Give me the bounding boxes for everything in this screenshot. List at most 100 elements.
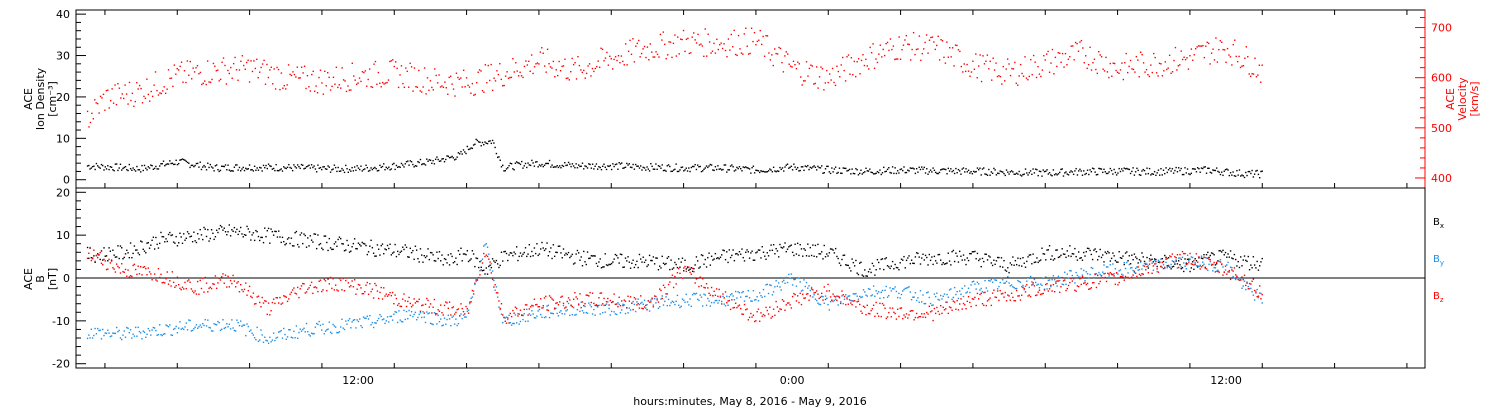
velocity-point-118: [257, 76, 259, 79]
by-point-346: [524, 320, 527, 323]
bz-point-901: [1227, 271, 1229, 273]
velocity-point-114: [251, 70, 254, 73]
by-point-160: [289, 329, 291, 331]
by-point-110: [226, 323, 228, 325]
by-point-728: [1008, 282, 1010, 284]
bx-point-815: [1118, 250, 1120, 253]
bz-point-239: [389, 291, 391, 294]
velocity-point-539: [866, 65, 868, 67]
bz-point-187: [323, 278, 325, 281]
velocity-point-235: [426, 77, 429, 79]
by-point-893: [1217, 269, 1219, 272]
bz-point-788: [1084, 281, 1086, 284]
bx-point-798: [1096, 259, 1099, 261]
bx-point-674: [940, 259, 942, 261]
bz-point-860: [1175, 257, 1177, 259]
by-point-593: [837, 304, 839, 306]
by-point-903: [1229, 266, 1232, 268]
velocity-point-194: [367, 78, 369, 81]
bx-point-174: [307, 237, 309, 239]
by-point-492: [709, 305, 712, 307]
density-point-558: [793, 163, 795, 165]
velocity-point-262: [465, 77, 468, 79]
by-point-690: [960, 293, 962, 295]
bz-point-567: [804, 297, 806, 299]
by-point-372: [557, 315, 560, 317]
density-point-519: [743, 166, 746, 169]
velocity-point-747: [1167, 67, 1169, 69]
bx-point-261: [417, 257, 419, 260]
bx-point-387: [576, 249, 579, 252]
by-point-424: [623, 304, 625, 306]
velocity-point-440: [723, 43, 725, 45]
bx-point-783: [1077, 251, 1080, 253]
density-point-712: [988, 168, 990, 171]
bz-point-266: [423, 312, 425, 314]
bz-point-928: [1261, 293, 1263, 296]
velocity-point-336: [572, 63, 575, 66]
bz-point-355: [536, 303, 538, 306]
bz-point-289: [452, 306, 455, 308]
by-point-850: [1162, 264, 1165, 266]
density-point-852: [1165, 167, 1167, 169]
bz-point-566: [803, 297, 805, 299]
velocity-point-704: [1105, 56, 1107, 59]
velocity-point-425: [701, 45, 704, 47]
density-point-390: [580, 165, 582, 167]
bz-point-127: [247, 289, 250, 292]
bz-point-765: [1055, 282, 1057, 285]
by-point-174: [307, 330, 309, 333]
density-point-387: [576, 167, 579, 169]
density-point-433: [634, 163, 637, 166]
by-point-29: [123, 330, 125, 332]
bx-point-807: [1108, 252, 1110, 254]
by-point-402: [595, 305, 598, 307]
bz-point-723: [1002, 292, 1004, 295]
density-tick-label-2: 20: [56, 91, 70, 104]
bx-point-172: [304, 234, 306, 237]
velocity-point-785: [1222, 48, 1224, 51]
bz-point-268: [426, 297, 428, 300]
by-point-551: [784, 282, 786, 284]
bz-point-142: [266, 313, 268, 316]
by-point-777: [1070, 270, 1072, 272]
bx-point-712: [988, 255, 990, 257]
density-point-578: [818, 166, 820, 169]
by-point-787: [1083, 269, 1085, 272]
bz-point-627: [880, 315, 882, 318]
by-point-499: [718, 299, 720, 302]
by-point-151: [277, 331, 280, 333]
bz-point-189: [326, 289, 328, 292]
velocity-point-59: [172, 85, 174, 88]
bx-point-150: [276, 236, 279, 238]
by-point-773: [1065, 283, 1067, 286]
bz-point-578: [818, 297, 820, 300]
bz-point-352: [532, 305, 534, 307]
bx-point-723: [1002, 266, 1004, 268]
velocity-point-542: [870, 52, 873, 54]
density-point-76: [183, 158, 185, 161]
bz-point-474: [686, 266, 689, 268]
bz-point-409: [604, 304, 606, 306]
density-point-470: [681, 166, 684, 168]
bx-point-545: [776, 250, 779, 252]
bx-point-534: [762, 251, 765, 254]
bz-point-193: [331, 287, 333, 290]
velocity-point-91: [218, 80, 220, 82]
bx-point-617: [867, 271, 870, 273]
bz-point-4: [91, 257, 94, 260]
bz-point-99: [212, 283, 214, 285]
by-point-621: [872, 285, 875, 287]
bx-point-737: [1019, 257, 1022, 260]
bz-point-104: [218, 277, 220, 280]
bx-point-341: [518, 255, 520, 258]
bz-point-349: [528, 308, 531, 310]
velocity-point-347: [588, 63, 591, 65]
velocity-point-638: [1009, 74, 1012, 77]
bz-point-194: [332, 278, 334, 280]
by-point-366: [550, 312, 552, 314]
by-point-855: [1169, 266, 1171, 268]
velocity-point-421: [695, 42, 698, 44]
velocity-point-551: [883, 54, 886, 57]
bz-point-584: [826, 290, 828, 292]
